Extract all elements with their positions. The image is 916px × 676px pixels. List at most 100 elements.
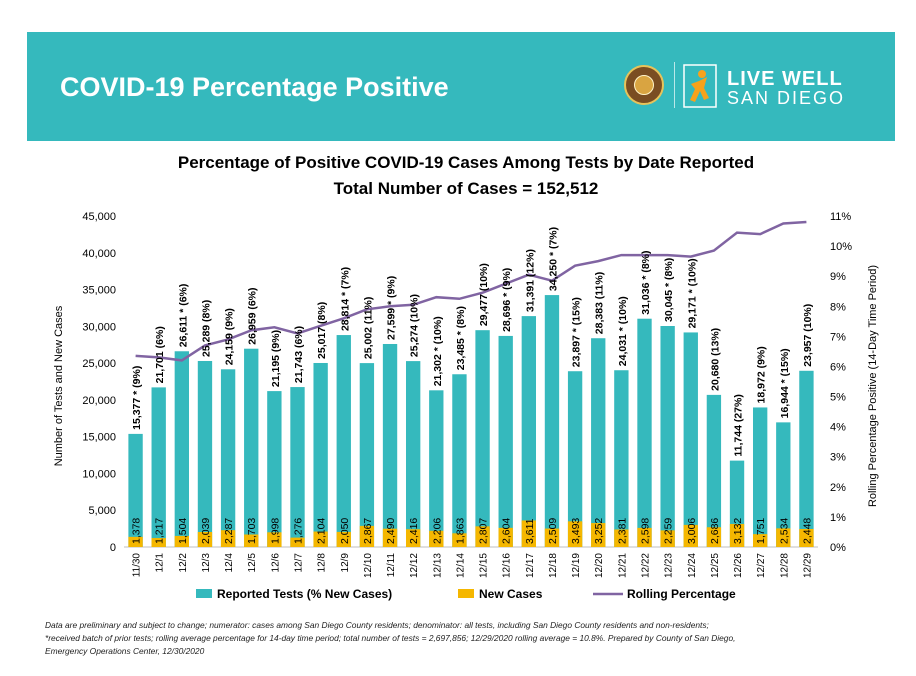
tests-bar <box>151 387 166 547</box>
y2-tick-label: 11% <box>830 211 851 223</box>
new-cases-label: 2,104 <box>316 518 328 544</box>
tests-bar <box>128 433 143 547</box>
x-tick-label: 12/1 <box>155 553 166 573</box>
tests-bar <box>429 390 444 547</box>
legend-label-rolling: Rolling Percentage <box>627 587 736 601</box>
new-cases-bar <box>567 521 583 547</box>
tests-label: 15,377 * (9%) <box>131 366 143 430</box>
new-cases-bar <box>197 532 213 547</box>
tests-label: 18,972 (9%) <box>756 346 768 403</box>
y2-axis-label: Rolling Percentage Positive (14-Day Time… <box>867 265 879 507</box>
new-cases-label: 2,867 <box>362 518 374 544</box>
tests-label: 34,250 * (7%) <box>547 227 559 291</box>
new-cases-bar <box>776 528 791 547</box>
new-cases-label: 2,686 <box>709 518 721 544</box>
new-cases-bar <box>174 535 190 547</box>
y-tick-label: 45,000 <box>82 211 116 223</box>
x-tick-label: 12/5 <box>247 553 258 573</box>
footnote-line-1: Data are preliminary and subject to chan… <box>45 620 709 630</box>
new-cases-bar <box>660 530 675 547</box>
tests-bar <box>706 394 722 547</box>
tests-label: 23,957 (10%) <box>802 304 814 367</box>
y-tick-label: 0 <box>110 542 116 554</box>
new-cases-bar <box>267 532 282 547</box>
y-tick-label: 15,000 <box>82 432 116 444</box>
chart-title: Percentage of Positive COVID-19 Cases Am… <box>178 153 754 172</box>
tests-label: 28,696 * (9%) <box>501 268 513 332</box>
new-cases-label: 1,703 <box>246 518 258 544</box>
x-tick-label: 12/21 <box>617 553 628 578</box>
tests-bar <box>752 407 768 547</box>
new-cases-bar <box>521 520 537 547</box>
x-tick-label: 12/4 <box>224 553 235 573</box>
legend-label-new-cases: New Cases <box>479 587 543 601</box>
y2-tick-label: 3% <box>830 452 846 464</box>
x-tick-label: 12/17 <box>525 553 536 578</box>
new-cases-bar <box>336 531 351 547</box>
tests-bar <box>244 348 259 547</box>
tests-label: 23,485 * (8%) <box>455 306 467 370</box>
chart-subtitle: Total Number of Cases = 152,512 <box>334 179 599 198</box>
x-tick-label: 12/27 <box>756 553 767 578</box>
x-tick-label: 12/23 <box>664 553 675 578</box>
new-cases-bar <box>244 534 259 547</box>
new-cases-label: 3,493 <box>570 518 582 544</box>
new-cases-bar <box>313 531 328 547</box>
tests-label: 31,391 (12%) <box>524 249 536 312</box>
tests-bar <box>313 362 328 547</box>
tests-bar <box>174 351 190 547</box>
new-cases-label: 1,378 <box>131 518 143 544</box>
x-tick-label: 12/15 <box>479 553 490 578</box>
x-tick-label: 12/22 <box>641 553 652 578</box>
y2-tick-label: 10% <box>830 241 852 253</box>
new-cases-label: 2,598 <box>640 518 652 544</box>
tests-label: 25,274 (10%) <box>409 294 421 357</box>
brand-line-1: LIVE WELL <box>727 68 843 90</box>
tests-bar <box>683 332 698 547</box>
tests-bar <box>660 326 675 547</box>
tests-bar <box>591 338 606 547</box>
tests-label: 24,031 * (10%) <box>617 296 629 366</box>
new-cases-label: 1,276 <box>293 518 305 544</box>
page-title: COVID-19 Percentage Positive <box>60 72 449 102</box>
tests-bar <box>267 391 282 547</box>
x-tick-label: 12/14 <box>455 553 466 578</box>
new-cases-bar <box>614 529 629 547</box>
new-cases-bar <box>405 529 421 547</box>
y-tick-label: 30,000 <box>82 321 116 333</box>
new-cases-label: 2,807 <box>478 518 490 544</box>
tests-bar <box>614 370 629 547</box>
tests-bar <box>405 361 421 547</box>
new-cases-label: 2,381 <box>616 518 628 544</box>
plot-area: 0 5,000 10,000 15,000 20,000 25,000 30,000 35,0… <box>82 211 852 578</box>
tests-bar <box>776 422 791 547</box>
new-cases-label: 2,050 <box>339 518 351 544</box>
tests-label: 26,959 (6%) <box>247 287 259 344</box>
new-cases-label: 2,534 <box>778 518 790 544</box>
x-tick-label: 12/29 <box>802 553 813 578</box>
tests-bar <box>220 369 236 547</box>
x-tick-label: 12/20 <box>594 553 605 578</box>
tests-label: 28,383 (11%) <box>594 272 606 334</box>
new-cases-label: 1,863 <box>454 518 466 544</box>
legend-swatch-tests <box>196 589 212 598</box>
tests-label: 31,036 * (8%) <box>640 250 652 314</box>
live-well-logo-icon <box>683 64 717 108</box>
y-axis-label: Number of Tests and New Cases <box>53 305 65 466</box>
tests-bar <box>544 295 560 547</box>
tests-label: 26,611 * (6%) <box>177 284 189 348</box>
y-tick-label: 35,000 <box>82 285 116 297</box>
new-cases-label: 2,448 <box>801 518 813 544</box>
tests-label: 16,944 * (15%) <box>779 348 791 418</box>
new-cases-label: 3,252 <box>593 518 605 544</box>
tests-bar <box>799 370 814 547</box>
logo-divider <box>674 62 675 108</box>
tests-bar <box>521 316 537 547</box>
county-seal-icon <box>624 65 664 105</box>
new-cases-bar <box>151 538 166 547</box>
y-tick-label: 40,000 <box>82 248 116 260</box>
new-cases-label: 1,504 <box>177 518 189 544</box>
x-tick-label: 12/26 <box>733 553 744 578</box>
legend-swatch-new-cases <box>458 589 474 598</box>
x-tick-label: 12/3 <box>201 553 212 573</box>
